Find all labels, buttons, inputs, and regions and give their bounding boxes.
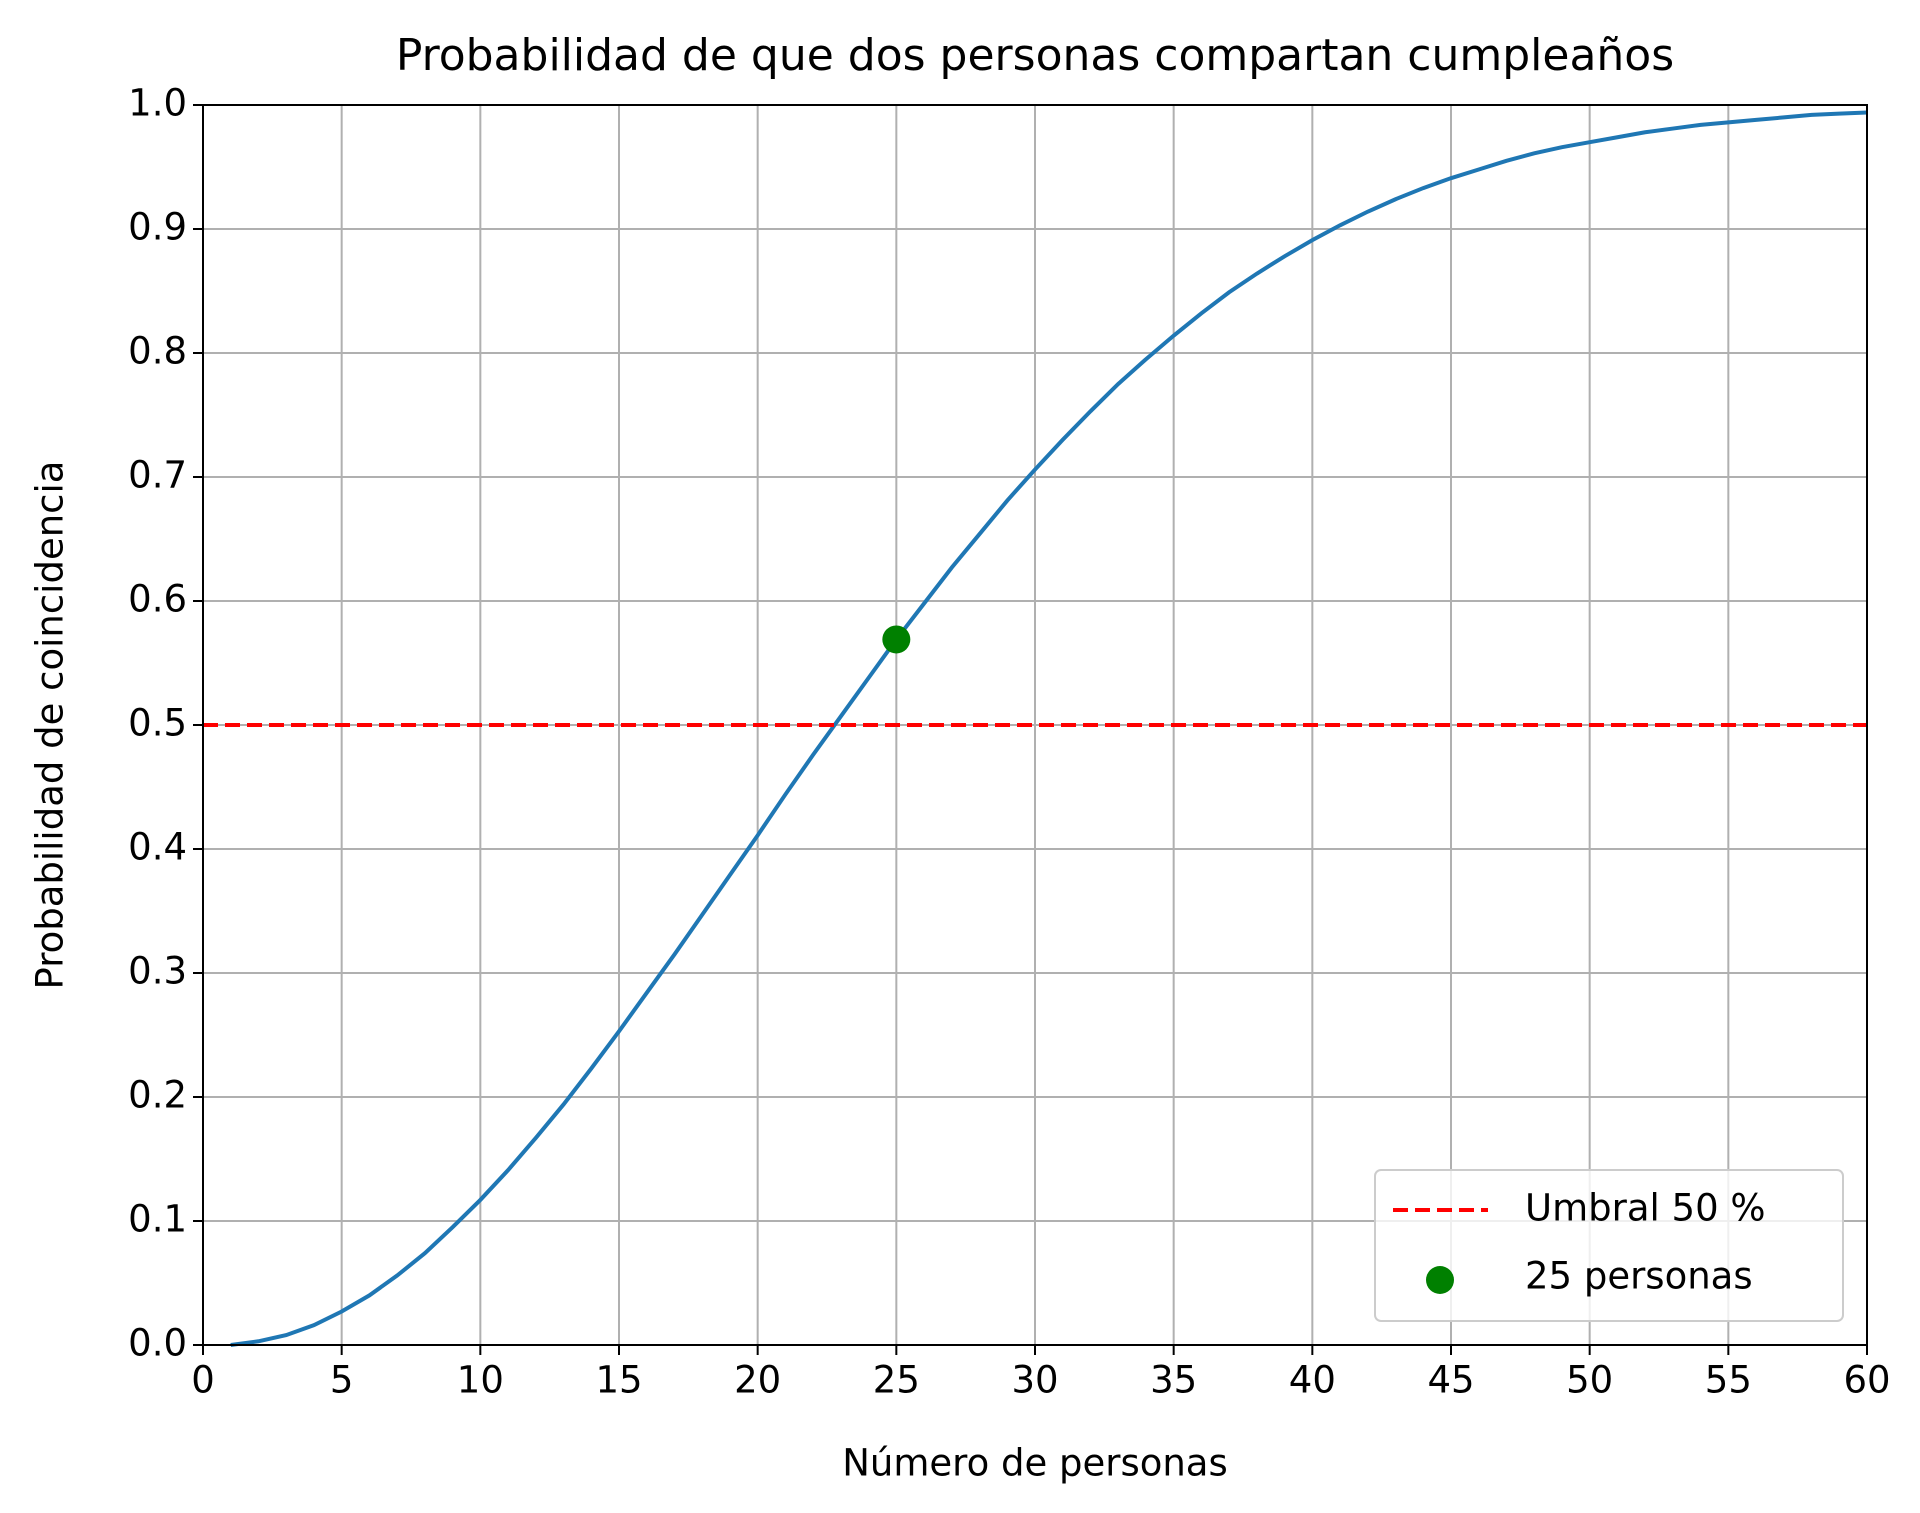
- data-line: [230, 110, 1868, 1347]
- y-tick-label: 0.6: [128, 578, 187, 621]
- y-tick-label: 0.3: [128, 950, 187, 993]
- chart-title: Probabilidad de que dos personas compart…: [396, 30, 1674, 81]
- legend-label: 25 personas: [1525, 1255, 1753, 1298]
- x-tick-label: 45: [1427, 1359, 1474, 1402]
- x-tick-label: 35: [1150, 1359, 1197, 1402]
- y-tick-label: 0.8: [128, 330, 187, 373]
- x-tick-label: 60: [1843, 1359, 1890, 1402]
- y-tick-label: 0.1: [128, 1198, 187, 1241]
- y-tick-label: 0.7: [128, 454, 187, 497]
- x-tick-label: 30: [1011, 1359, 1058, 1402]
- x-tick-label: 0: [191, 1359, 215, 1402]
- y-tick-label: 0.2: [128, 1074, 187, 1117]
- x-axis-label: Número de personas: [842, 1442, 1228, 1485]
- y-tick-label: 0.0: [128, 1322, 187, 1365]
- x-tick-label: 20: [734, 1359, 781, 1402]
- plot-frame: [202, 104, 1868, 1346]
- y-tick-label: 1.0: [128, 82, 187, 125]
- x-tick-label: 5: [330, 1359, 354, 1402]
- x-tick-label: 25: [873, 1359, 920, 1402]
- x-tick-label: 15: [595, 1359, 642, 1402]
- x-tick-label: 55: [1705, 1359, 1752, 1402]
- y-tick-label: 0.5: [128, 702, 187, 745]
- x-tick-label: 50: [1566, 1359, 1613, 1402]
- y-tick-label: 0.9: [128, 206, 187, 249]
- x-tick-label: 40: [1289, 1359, 1336, 1402]
- legend-swatch: [1426, 1266, 1454, 1294]
- y-axis-label: Probabilidad de coincidencia: [29, 461, 72, 990]
- y-tick-label: 0.4: [128, 826, 187, 869]
- highlight-point: [882, 625, 911, 654]
- legend-label: Umbral 50 %: [1525, 1187, 1766, 1230]
- legend-box: [1374, 1169, 1844, 1322]
- x-tick-label: 10: [457, 1359, 504, 1402]
